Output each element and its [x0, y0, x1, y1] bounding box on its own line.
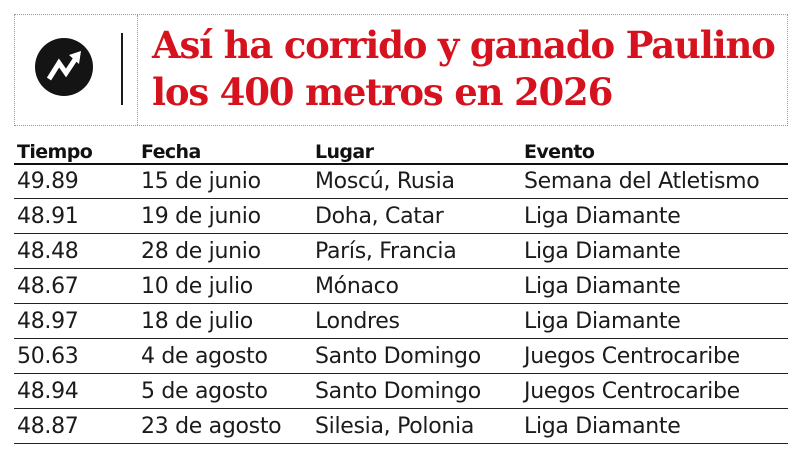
cell-fecha: 4 de agosto	[138, 338, 312, 374]
cell-lugar: Silesia, Polonia	[312, 408, 521, 444]
cell-lugar: Santo Domingo	[312, 338, 521, 374]
cell-evento: Juegos Centrocaribe	[521, 338, 788, 374]
cell-tiempo: 48.91	[14, 198, 138, 234]
cell-evento: Juegos Centrocaribe	[521, 373, 788, 409]
table-row: 49.89 15 de junio Moscú, Rusia Semana de…	[14, 164, 788, 199]
header: Así ha corrido y ganado Paulino los 400 …	[14, 14, 788, 126]
table-header-row: Tiempo Fecha Lugar Evento	[14, 136, 788, 165]
page-title-line-2: los 400 metros en 2026	[152, 70, 613, 114]
cell-evento: Liga Diamante	[521, 408, 788, 444]
cell-evento: Liga Diamante	[521, 233, 788, 269]
cell-tiempo: 48.94	[14, 373, 138, 409]
cell-lugar: Londres	[312, 303, 521, 339]
cell-fecha: 19 de junio	[138, 198, 312, 234]
table-row: 48.97 18 de julio Londres Liga Diamante	[14, 303, 788, 339]
cell-fecha: 28 de junio	[138, 233, 312, 269]
cell-tiempo: 48.48	[14, 233, 138, 269]
results-table: Tiempo Fecha Lugar Evento 49.89 15 de ju…	[14, 136, 788, 444]
cell-tiempo: 48.67	[14, 268, 138, 304]
column-header-tiempo: Tiempo	[14, 136, 138, 165]
table-row: 48.94 5 de agosto Santo Domingo Juegos C…	[14, 373, 788, 409]
cell-evento: Semana del Atletismo	[521, 164, 788, 199]
cell-lugar: Santo Domingo	[312, 373, 521, 409]
cell-fecha: 23 de agosto	[138, 408, 312, 444]
cell-lugar: Doha, Catar	[312, 198, 521, 234]
cell-lugar: París, Francia	[312, 233, 521, 269]
table-row: 48.67 10 de julio Mónaco Liga Diamante	[14, 268, 788, 304]
header-divider	[121, 33, 123, 105]
cell-evento: Liga Diamante	[521, 268, 788, 304]
cell-tiempo: 48.97	[14, 303, 138, 339]
cell-tiempo: 50.63	[14, 338, 138, 374]
page-title-line-1: Así ha corrido y ganado Paulino	[152, 23, 776, 67]
cell-tiempo: 48.87	[14, 408, 138, 444]
column-header-fecha: Fecha	[138, 136, 312, 165]
cell-lugar: Mónaco	[312, 268, 521, 304]
column-header-lugar: Lugar	[312, 136, 521, 165]
table-row: 48.87 23 de agosto Silesia, Polonia Liga…	[14, 408, 788, 444]
cell-fecha: 10 de julio	[138, 268, 312, 304]
cell-evento: Liga Diamante	[521, 303, 788, 339]
logo	[35, 38, 93, 96]
title-block: Así ha corrido y ganado Paulino los 400 …	[137, 15, 787, 125]
table-row: 50.63 4 de agosto Santo Domingo Juegos C…	[14, 338, 788, 374]
cell-evento: Liga Diamante	[521, 198, 788, 234]
cell-tiempo: 49.89	[14, 164, 138, 199]
table-row: 48.91 19 de junio Doha, Catar Liga Diama…	[14, 198, 788, 234]
column-header-evento: Evento	[521, 136, 788, 165]
trend-arrow-icon	[46, 51, 81, 81]
cell-fecha: 5 de agosto	[138, 373, 312, 409]
cell-fecha: 15 de junio	[138, 164, 312, 199]
table-row: 48.48 28 de junio París, Francia Liga Di…	[14, 233, 788, 269]
cell-fecha: 18 de julio	[138, 303, 312, 339]
cell-lugar: Moscú, Rusia	[312, 164, 521, 199]
